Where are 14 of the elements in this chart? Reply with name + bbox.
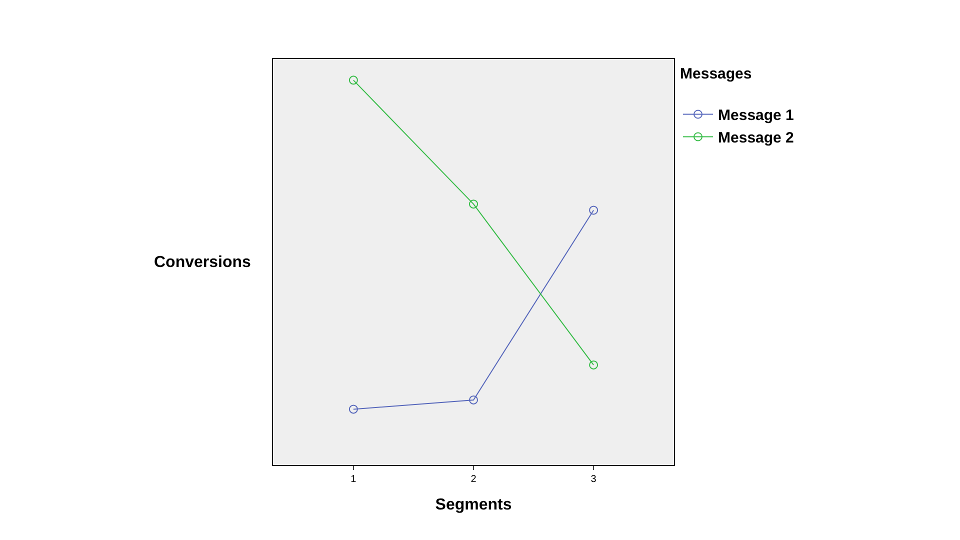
legend-label: Message 1 [718,107,794,124]
y-axis-title: Conversions [154,254,252,271]
point [348,76,358,85]
legend-label: Message 2 [718,130,794,147]
point [348,404,358,414]
x-tick-label: 3 [590,474,597,485]
point [469,395,478,404]
x-tick-label: 1 [350,474,357,485]
point [469,200,478,209]
point [589,206,598,215]
point [589,360,598,370]
x-tick-label: 2 [470,474,477,485]
x-axis-title: Segments [435,496,512,514]
legend-title: Messages [680,66,752,82]
